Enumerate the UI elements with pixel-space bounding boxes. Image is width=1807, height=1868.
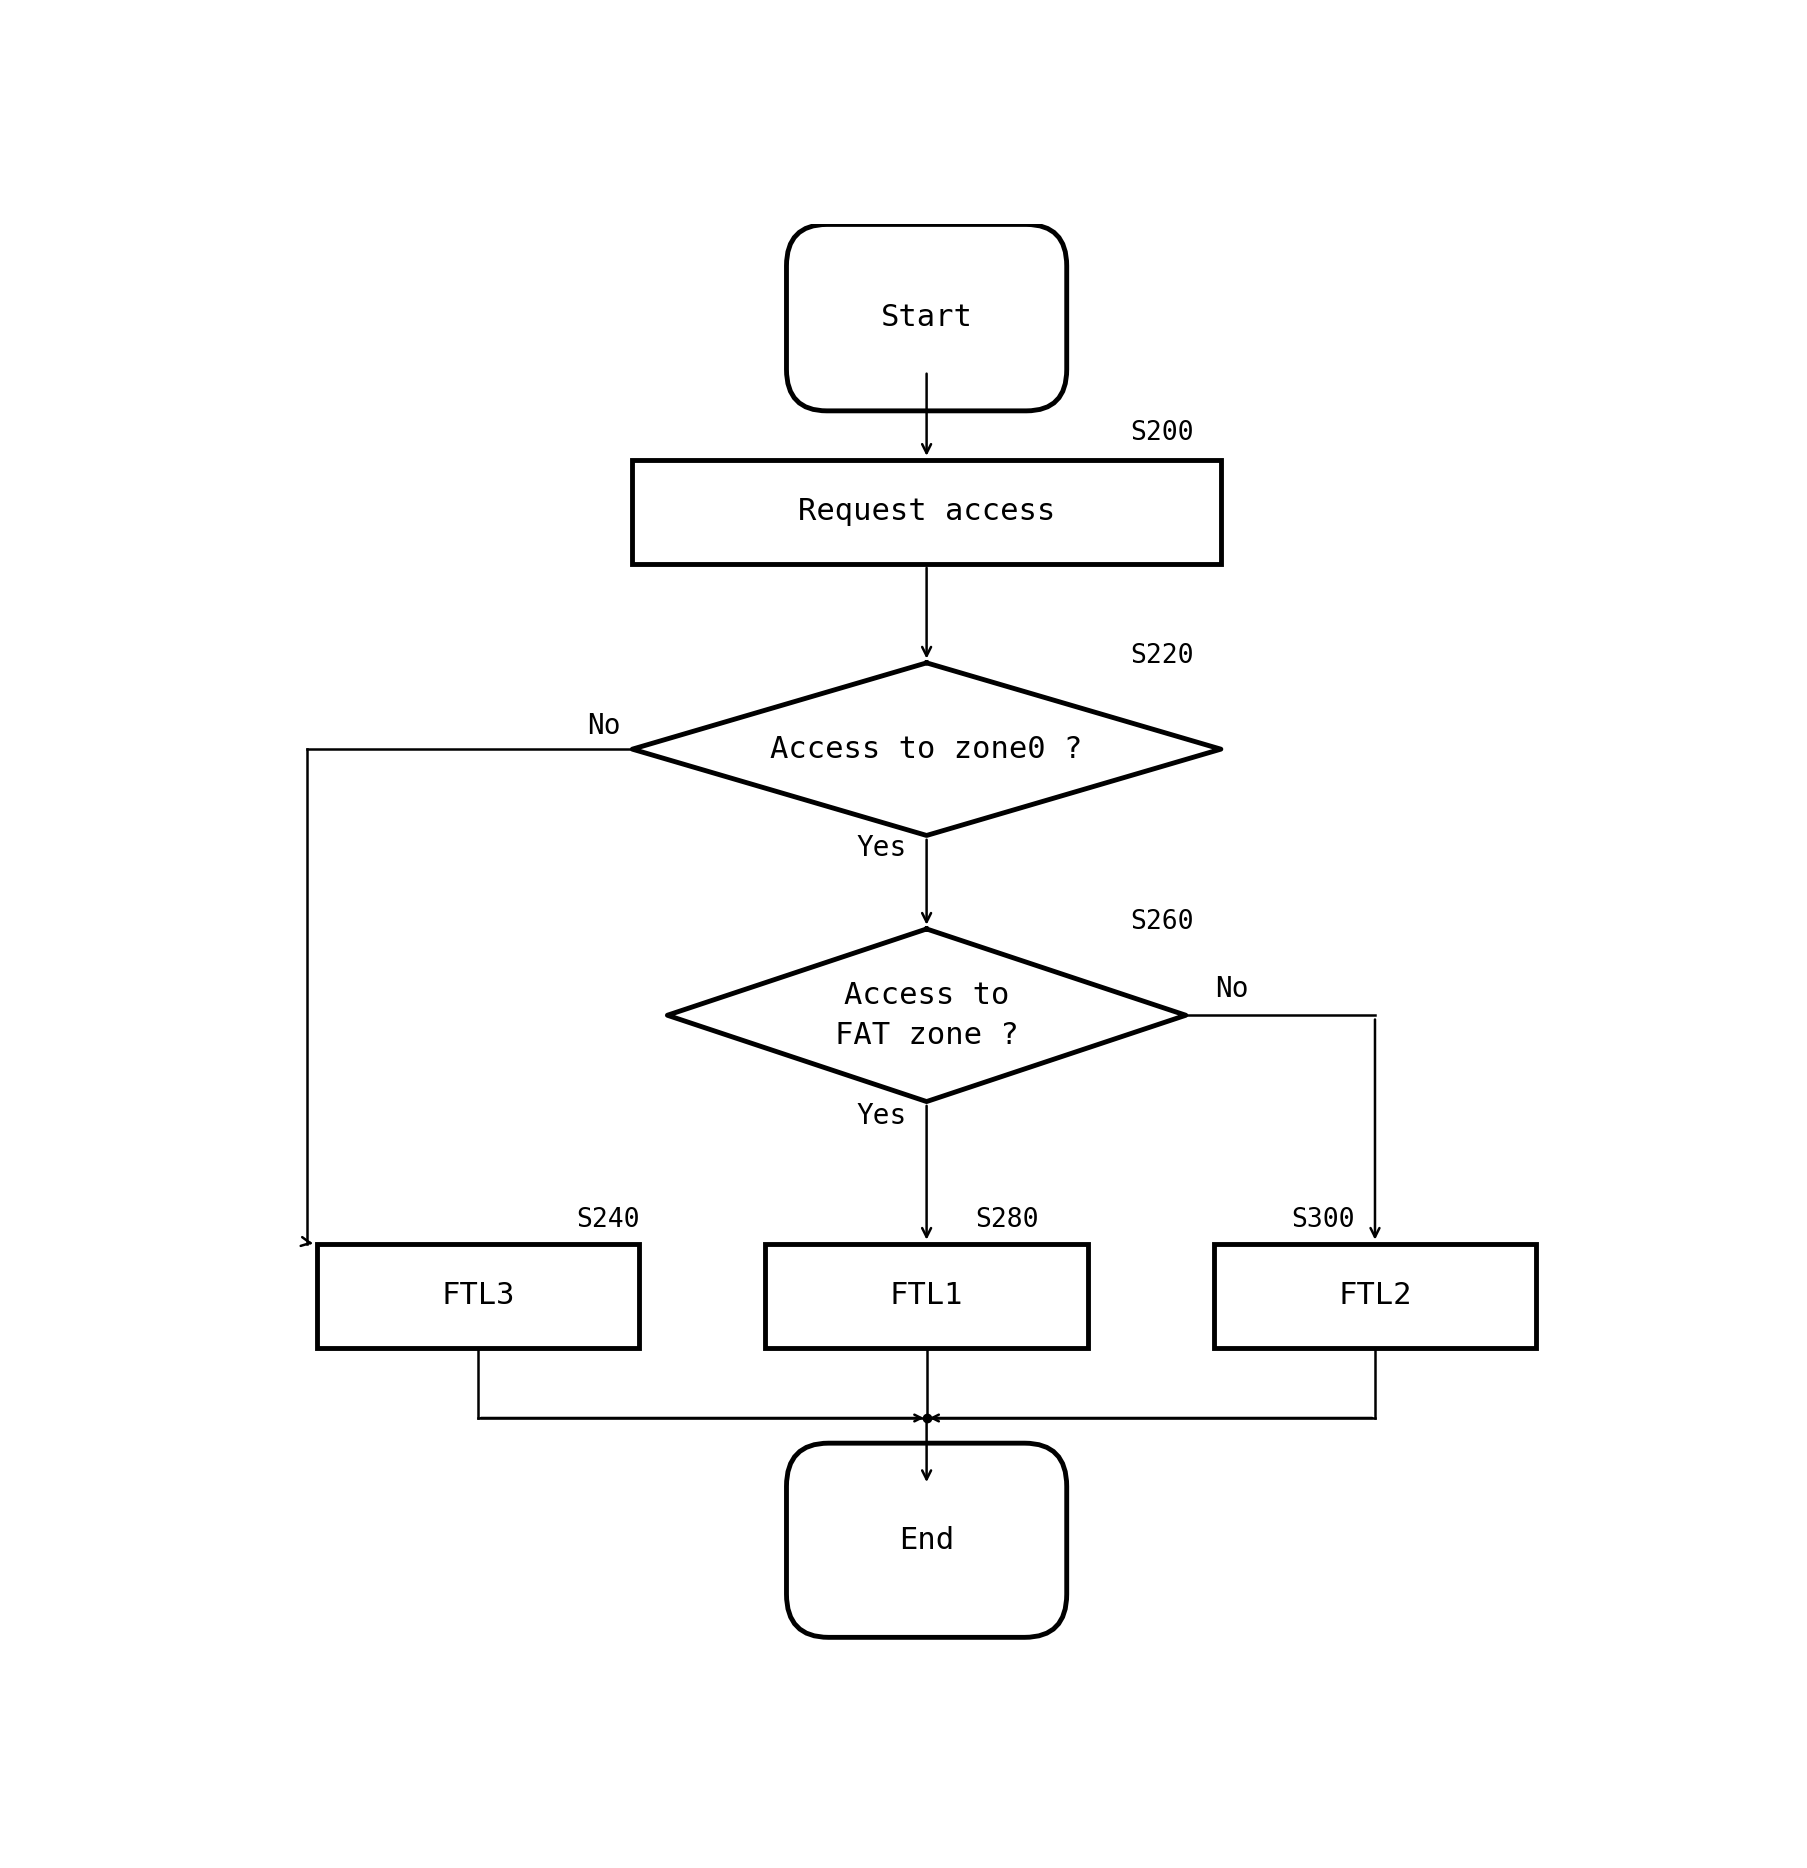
Text: No: No [1214, 975, 1249, 1003]
Text: S200: S200 [1129, 420, 1193, 446]
Text: No: No [587, 712, 622, 740]
Text: FTL1: FTL1 [889, 1281, 963, 1309]
Text: Request access: Request access [797, 497, 1055, 527]
FancyBboxPatch shape [632, 460, 1220, 564]
Text: S260: S260 [1129, 908, 1193, 934]
Text: Access to
FAT zone ?: Access to FAT zone ? [835, 981, 1017, 1050]
FancyBboxPatch shape [786, 1444, 1066, 1638]
Text: S220: S220 [1129, 643, 1193, 669]
Text: S300: S300 [1290, 1207, 1353, 1233]
FancyBboxPatch shape [316, 1244, 640, 1347]
FancyBboxPatch shape [1212, 1244, 1536, 1347]
Text: Access to zone0 ?: Access to zone0 ? [770, 734, 1082, 764]
Text: End: End [898, 1526, 954, 1554]
FancyBboxPatch shape [786, 224, 1066, 411]
Text: S240: S240 [576, 1207, 640, 1233]
Text: FTL2: FTL2 [1337, 1281, 1411, 1309]
Text: Yes: Yes [857, 835, 907, 863]
Text: FTL3: FTL3 [441, 1281, 515, 1309]
Text: Start: Start [880, 303, 972, 333]
FancyBboxPatch shape [764, 1244, 1088, 1347]
Text: S280: S280 [976, 1207, 1039, 1233]
Text: Yes: Yes [857, 1102, 907, 1130]
